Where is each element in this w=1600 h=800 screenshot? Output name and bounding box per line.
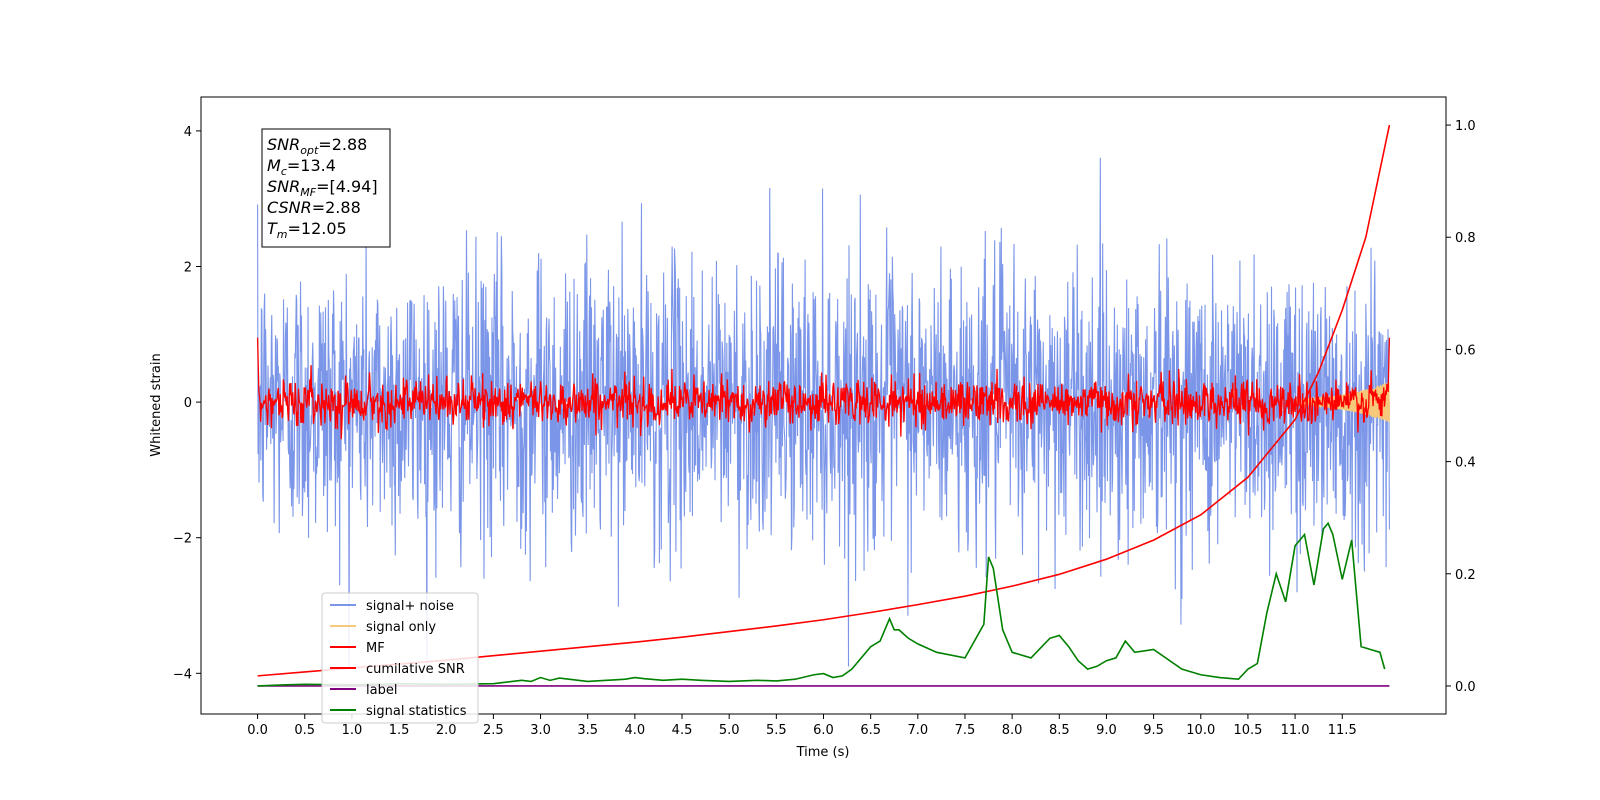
x-tick-label: 9.0 (1096, 723, 1117, 738)
x-tick-label: 1.5 (389, 723, 410, 738)
x-tick-label: 7.0 (907, 723, 928, 738)
x-axis-label: Time (s) (796, 745, 850, 760)
x-tick-label: 3.0 (530, 723, 551, 738)
annotation-line: Mc=13.4 (267, 156, 336, 178)
x-tick-label: 3.5 (577, 723, 598, 738)
x-tick-label: 5.5 (766, 723, 787, 738)
annotation-line: SNRopt=2.88 (267, 135, 367, 157)
x-tick-label: 4.5 (672, 723, 693, 738)
y-tick-label: 4 (184, 125, 192, 140)
x-tick-label: 4.0 (625, 723, 646, 738)
x-tick-label: 2.0 (436, 723, 457, 738)
x-tick-label: 10.5 (1233, 723, 1262, 738)
annotation-line: Tm=12.05 (267, 219, 347, 241)
y-right-tick-label: 0.8 (1455, 231, 1476, 246)
annotation-line: SNRMF=[4.94] (267, 177, 378, 199)
x-tick-label: 8.5 (1049, 723, 1070, 738)
x-axis-ticks: 0.0 0.5 1.0 1.5 2.0 2.5 3.0 3.5 4.0 4.5 5.0 5.5 6.0 6… (247, 714, 1357, 738)
legend-entry: signal statistics (366, 704, 467, 719)
annotation-line: CSNR=2.88 (267, 198, 361, 217)
x-tick-label: 0.5 (294, 723, 315, 738)
y-tick-label: 0 (184, 396, 192, 411)
legend-entry: cumilative SNR (366, 662, 465, 677)
y-tick-label: −2 (173, 532, 192, 547)
y-right-tick-label: 0.6 (1455, 343, 1476, 358)
y-tick-label: −4 (173, 667, 192, 682)
legend-entry: MF (366, 641, 385, 656)
series-signal-statistics (257, 521, 1386, 687)
x-tick-label: 1.0 (342, 723, 363, 738)
legend-entry: signal only (366, 620, 436, 635)
y-right-tick-label: 0.4 (1455, 456, 1476, 471)
y-axis-ticks: −4 −2 0 2 4 (173, 125, 201, 682)
y-right-tick-label: 0.0 (1455, 680, 1476, 695)
x-tick-label: 2.5 (483, 723, 504, 738)
legend-frame (321, 592, 479, 724)
x-tick-label: 6.0 (813, 723, 834, 738)
y-right-tick-label: 1.0 (1455, 119, 1476, 134)
y-tick-label: 2 (184, 261, 192, 276)
x-tick-label: 10.0 (1186, 723, 1215, 738)
y-axis-label: Whitened strain (149, 353, 164, 456)
x-tick-label: 8.0 (1002, 723, 1023, 738)
x-tick-label: 11.0 (1281, 723, 1310, 738)
y-right-tick-label: 0.2 (1455, 568, 1476, 583)
x-tick-label: 6.5 (860, 723, 881, 738)
legend-entry: label (366, 683, 397, 698)
x-tick-label: 0.0 (247, 723, 268, 738)
x-tick-label: 11.5 (1328, 723, 1357, 738)
annotation-frame (261, 128, 391, 248)
x-tick-label: 9.5 (1143, 723, 1164, 738)
legend-items: signal+ noise signal only MF cumilative SNR… (330, 599, 467, 719)
x-tick-label: 7.5 (955, 723, 976, 738)
legend: signal+ noise signal only MF cumilative SNR… (321, 592, 479, 724)
x-tick-label: 5.0 (719, 723, 740, 738)
legend-entry: signal+ noise (366, 599, 454, 614)
y-right-axis-ticks: 0.0 0.2 0.4 0.6 0.8 1.0 (1446, 119, 1476, 695)
series-mf (256, 337, 1391, 440)
